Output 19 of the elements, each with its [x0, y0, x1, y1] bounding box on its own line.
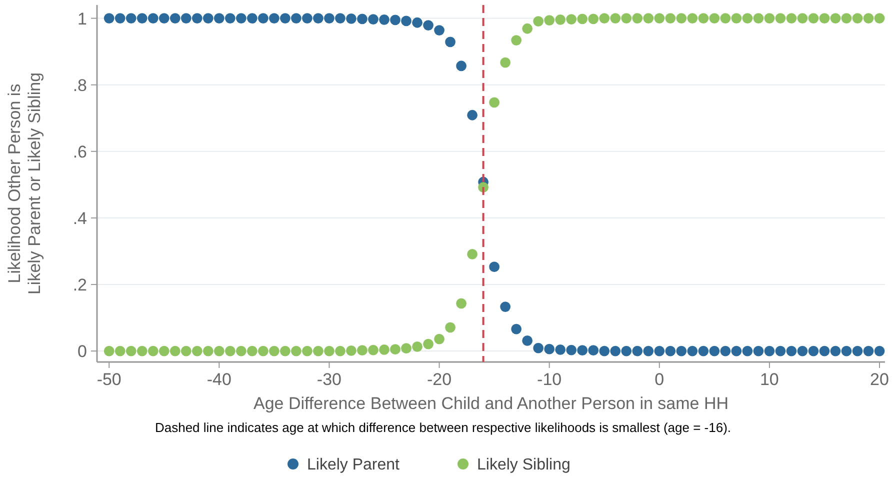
text: Dashed line indicates age at which difference between respective likelihoods is smallest (age = -16).: [154, 420, 732, 435]
x-tick-label: 0: [654, 370, 664, 389]
y-axis-title: Likelihood Other Person is Likely Parent or Likely Sibling: [5, 72, 44, 295]
x-axis-title: Age Difference Between Child and Another Person in same HH: [253, 394, 729, 413]
y-tick-label: 1: [78, 9, 87, 28]
y-tick-label: .6: [72, 142, 87, 162]
x-tick-label: -50: [96, 370, 122, 389]
x-tick-label: -20: [426, 370, 452, 389]
y-tick-label: .2: [72, 275, 87, 294]
y-tick-label: 0: [78, 342, 87, 361]
x-tick-label: -30: [316, 370, 342, 389]
y-tick-label: .8: [72, 76, 87, 95]
x-tick-label: -10: [537, 370, 562, 389]
x-tick-label: 10: [760, 370, 779, 389]
legend-label: Likely Parent: [307, 456, 400, 474]
x-tick-label: 20: [870, 370, 889, 389]
legend-label: Likely Sibling: [477, 456, 570, 474]
x-tick-label: -40: [206, 370, 232, 389]
y-tick-label: .4: [72, 208, 87, 228]
